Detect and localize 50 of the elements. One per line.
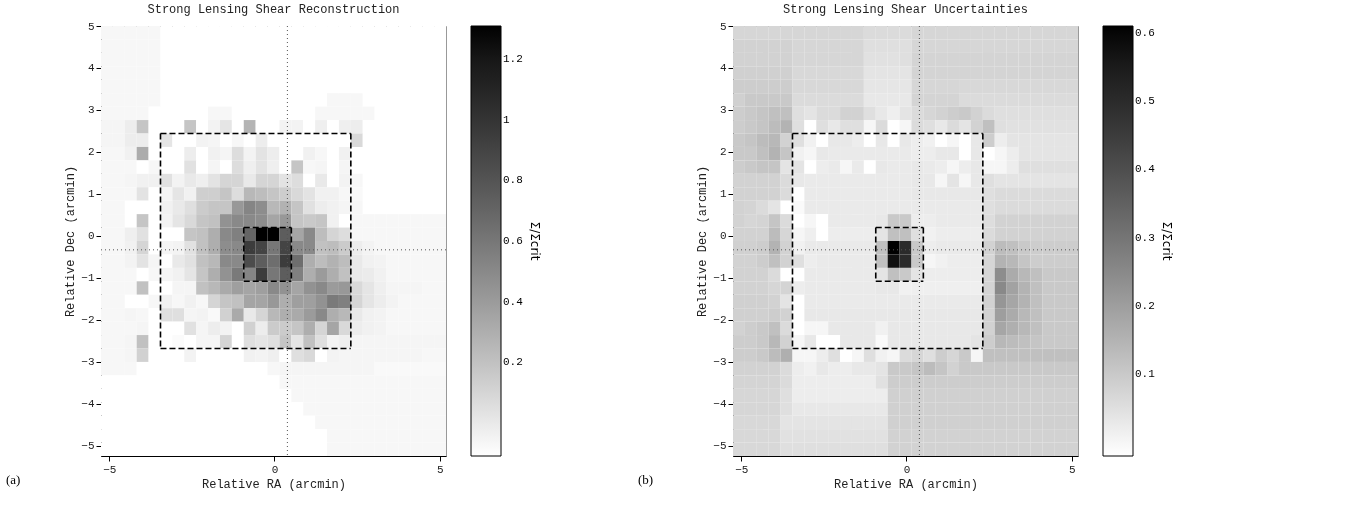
y-tick-label: 5 [87, 20, 95, 33]
y-tick-label: −4 [713, 398, 727, 411]
color-bar-label: 0.2 [503, 356, 523, 369]
y-tick-label: 3 [87, 104, 95, 117]
y-tick-label: 5 [719, 20, 727, 33]
x-axis-title: Relative RA (arcmin) [833, 477, 979, 492]
y-tick-label: −4 [81, 398, 95, 411]
y-tick-label: 3 [719, 104, 727, 117]
y-tick-label: 4 [87, 62, 95, 75]
y-tick-label: 0 [87, 230, 95, 243]
color-bar-label: 0.8 [503, 174, 523, 187]
color-bar-label: 0.6 [503, 235, 523, 247]
y-tick-label: 0 [719, 230, 727, 243]
color-bar-label: 1 [503, 113, 510, 126]
color-bar-label: 0.4 [503, 295, 524, 308]
y-tick-label: −3 [713, 356, 727, 369]
y-tick-label: 2 [719, 146, 727, 159]
y-tick-label: −2 [81, 314, 95, 327]
y-axis-title: Relative Dec (arcmin) [64, 165, 79, 318]
x-tick-label: 0 [903, 463, 911, 476]
chart-title: Strong Lensing Shear Uncertainties [783, 3, 1028, 17]
y-tick-label: −2 [713, 314, 727, 327]
y-tick-label: −5 [713, 440, 727, 453]
chart-title: Strong Lensing Shear Reconstruction [147, 3, 400, 17]
y-axis-title: Relative Dec (arcmin) [696, 165, 711, 318]
x-axis-title: Relative RA (arcmin) [201, 477, 347, 492]
text: (b) [638, 472, 654, 487]
color-bar-title: Σ/Σcrit [528, 221, 542, 261]
x-tick-label: 0 [271, 463, 279, 476]
color-bar-label: 0.5 [1135, 95, 1155, 108]
color-bar-label: 1.2 [503, 53, 523, 66]
color-bar-label: 0.2 [1135, 299, 1155, 312]
y-tick-label: 1 [87, 188, 95, 201]
color-bar-label: 0.1 [1135, 368, 1156, 381]
y-tick-label: −1 [81, 272, 95, 285]
text: (a) [6, 472, 21, 487]
y-tick-label: 4 [719, 62, 727, 75]
x-tick-label: −5 [103, 463, 117, 476]
color-bar-title: Σ/Σcrit [1160, 221, 1174, 261]
x-tick-label: 5 [436, 463, 444, 476]
color-bar-label: 0.3 [1135, 231, 1155, 244]
x-tick-label: 5 [1068, 463, 1076, 476]
y-tick-label: 2 [87, 146, 95, 159]
color-bar-label: 0.4 [1135, 163, 1156, 176]
y-tick-label: −3 [81, 356, 95, 369]
y-tick-label: 1 [719, 188, 727, 201]
color-bar-label: 0.6 [1135, 26, 1155, 39]
y-tick-label: −1 [713, 272, 727, 285]
y-tick-label: −5 [81, 440, 95, 453]
x-tick-label: −5 [735, 463, 749, 476]
